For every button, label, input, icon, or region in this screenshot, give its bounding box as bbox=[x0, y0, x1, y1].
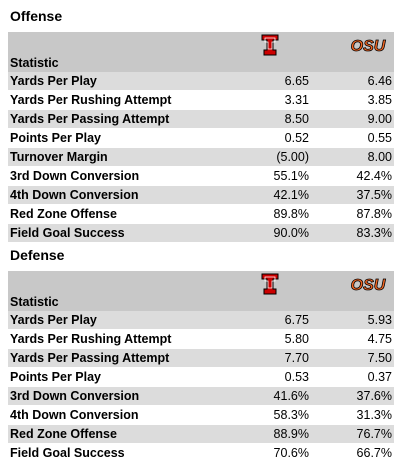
team1-value: 6.65 bbox=[228, 72, 311, 91]
oklahoma-state-osu-icon: OSU bbox=[350, 38, 386, 55]
team2-value: 6.46 bbox=[311, 72, 394, 91]
offense-table-row: Turnover Margin (5.00) 8.00 bbox=[8, 147, 394, 167]
stat-label: Yards Per Passing Attempt bbox=[8, 348, 228, 368]
defense-table-row: 4th Down Conversion 58.3% 31.3% bbox=[8, 405, 394, 425]
team2-value: 31.3% bbox=[311, 405, 394, 425]
defense-section: Defense Statistic OSU Yards Per Play 6. bbox=[8, 245, 394, 463]
team2-value: 76.7% bbox=[311, 424, 394, 444]
defense-header-row: Statistic OSU bbox=[8, 271, 394, 311]
offense-header-team1 bbox=[228, 32, 311, 72]
team1-value: 58.3% bbox=[228, 405, 311, 425]
stat-label: Yards Per Passing Attempt bbox=[8, 109, 228, 129]
team1-value: 88.9% bbox=[228, 424, 311, 444]
team2-value: 8.00 bbox=[311, 147, 394, 167]
defense-table-row: Yards Per Play 6.75 5.93 bbox=[8, 311, 394, 330]
defense-header-team2: OSU bbox=[311, 271, 394, 311]
stat-label: 3rd Down Conversion bbox=[8, 166, 228, 186]
team2-value: 66.7% bbox=[311, 443, 394, 463]
offense-section: Offense Statistic OSU Yards Per Play 6. bbox=[8, 6, 394, 243]
team1-value: 3.31 bbox=[228, 90, 311, 110]
stat-label: Points Per Play bbox=[8, 128, 228, 148]
stat-label: Points Per Play bbox=[8, 367, 228, 387]
offense-header-statistic: Statistic bbox=[8, 32, 228, 72]
defense-table-row: 3rd Down Conversion 41.6% 37.6% bbox=[8, 386, 394, 406]
offense-table-row: Points Per Play 0.52 0.55 bbox=[8, 128, 394, 148]
stat-label: Yards Per Play bbox=[8, 72, 228, 91]
offense-table-row: Yards Per Play 6.65 6.46 bbox=[8, 72, 394, 91]
team2-value: 7.50 bbox=[311, 348, 394, 368]
texas-tech-double-t-icon bbox=[261, 34, 278, 55]
team1-value: 70.6% bbox=[228, 443, 311, 463]
stat-label: Field Goal Success bbox=[8, 443, 228, 463]
offense-table-row: Red Zone Offense 89.8% 87.8% bbox=[8, 204, 394, 224]
defense-table-row: Points Per Play 0.53 0.37 bbox=[8, 367, 394, 387]
team2-value: 42.4% bbox=[311, 166, 394, 186]
texas-tech-double-t-icon bbox=[261, 273, 278, 294]
oklahoma-state-osu-icon: OSU bbox=[350, 277, 386, 294]
defense-table-row: Yards Per Passing Attempt 7.70 7.50 bbox=[8, 348, 394, 368]
stat-label: Yards Per Play bbox=[8, 311, 228, 330]
team1-value: 5.80 bbox=[228, 329, 311, 349]
team1-value: 90.0% bbox=[228, 223, 311, 243]
stat-label: Red Zone Offense bbox=[8, 424, 228, 444]
offense-table-row: Field Goal Success 90.0% 83.3% bbox=[8, 223, 394, 243]
stat-label: 4th Down Conversion bbox=[8, 405, 228, 425]
osu-logo-text: OSU bbox=[350, 38, 385, 55]
offense-body: Yards Per Play 6.65 6.46 Yards Per Rushing … bbox=[8, 72, 394, 243]
team2-value: 0.55 bbox=[311, 128, 394, 148]
team2-value: 83.3% bbox=[311, 223, 394, 243]
stat-label: Red Zone Offense bbox=[8, 204, 228, 224]
team1-value: 7.70 bbox=[228, 348, 311, 368]
team2-value: 4.75 bbox=[311, 329, 394, 349]
stat-label: Yards Per Rushing Attempt bbox=[8, 90, 228, 110]
stat-label: Turnover Margin bbox=[8, 147, 228, 167]
team2-value: 87.8% bbox=[311, 204, 394, 224]
team2-value: 9.00 bbox=[311, 109, 394, 129]
offense-table-row: Yards Per Passing Attempt 8.50 9.00 bbox=[8, 109, 394, 129]
team1-value: 6.75 bbox=[228, 311, 311, 330]
team2-value: 0.37 bbox=[311, 367, 394, 387]
team2-value: 5.93 bbox=[311, 311, 394, 330]
team2-value: 3.85 bbox=[311, 90, 394, 110]
defense-header-team1 bbox=[228, 271, 311, 311]
offense-table-row: Yards Per Rushing Attempt 3.31 3.85 bbox=[8, 90, 394, 110]
stat-label: Yards Per Rushing Attempt bbox=[8, 329, 228, 349]
defense-body: Yards Per Play 6.75 5.93 Yards Per Rushing … bbox=[8, 311, 394, 463]
osu-logo-text: OSU bbox=[350, 277, 385, 294]
offense-table-row: 3rd Down Conversion 55.1% 42.4% bbox=[8, 166, 394, 186]
team1-value: (5.00) bbox=[228, 147, 311, 167]
stat-label: 4th Down Conversion bbox=[8, 185, 228, 205]
stat-label: 3rd Down Conversion bbox=[8, 386, 228, 406]
team1-value: 0.53 bbox=[228, 367, 311, 387]
defense-table-row: Field Goal Success 70.6% 66.7% bbox=[8, 443, 394, 463]
defense-table-row: Yards Per Rushing Attempt 5.80 4.75 bbox=[8, 329, 394, 349]
team1-value: 42.1% bbox=[228, 185, 311, 205]
team2-value: 37.5% bbox=[311, 185, 394, 205]
team1-value: 0.52 bbox=[228, 128, 311, 148]
defense-table: Statistic OSU Yards Per Play 6.75 5.93 Yard… bbox=[8, 271, 394, 463]
team1-value: 55.1% bbox=[228, 166, 311, 186]
defense-title: Defense bbox=[10, 247, 65, 263]
stat-label: Field Goal Success bbox=[8, 223, 228, 243]
offense-header-team2: OSU bbox=[311, 32, 394, 72]
offense-table: Statistic OSU Yards Per Play 6.65 6.46 Yard… bbox=[8, 32, 394, 243]
team1-value: 89.8% bbox=[228, 204, 311, 224]
offense-header-row: Statistic OSU bbox=[8, 32, 394, 72]
team1-value: 8.50 bbox=[228, 109, 311, 129]
team2-value: 37.6% bbox=[311, 386, 394, 406]
defense-table-row: Red Zone Offense 88.9% 76.7% bbox=[8, 424, 394, 444]
offense-table-row: 4th Down Conversion 42.1% 37.5% bbox=[8, 185, 394, 205]
team1-value: 41.6% bbox=[228, 386, 311, 406]
defense-header-statistic: Statistic bbox=[8, 271, 228, 311]
offense-title: Offense bbox=[10, 8, 63, 24]
